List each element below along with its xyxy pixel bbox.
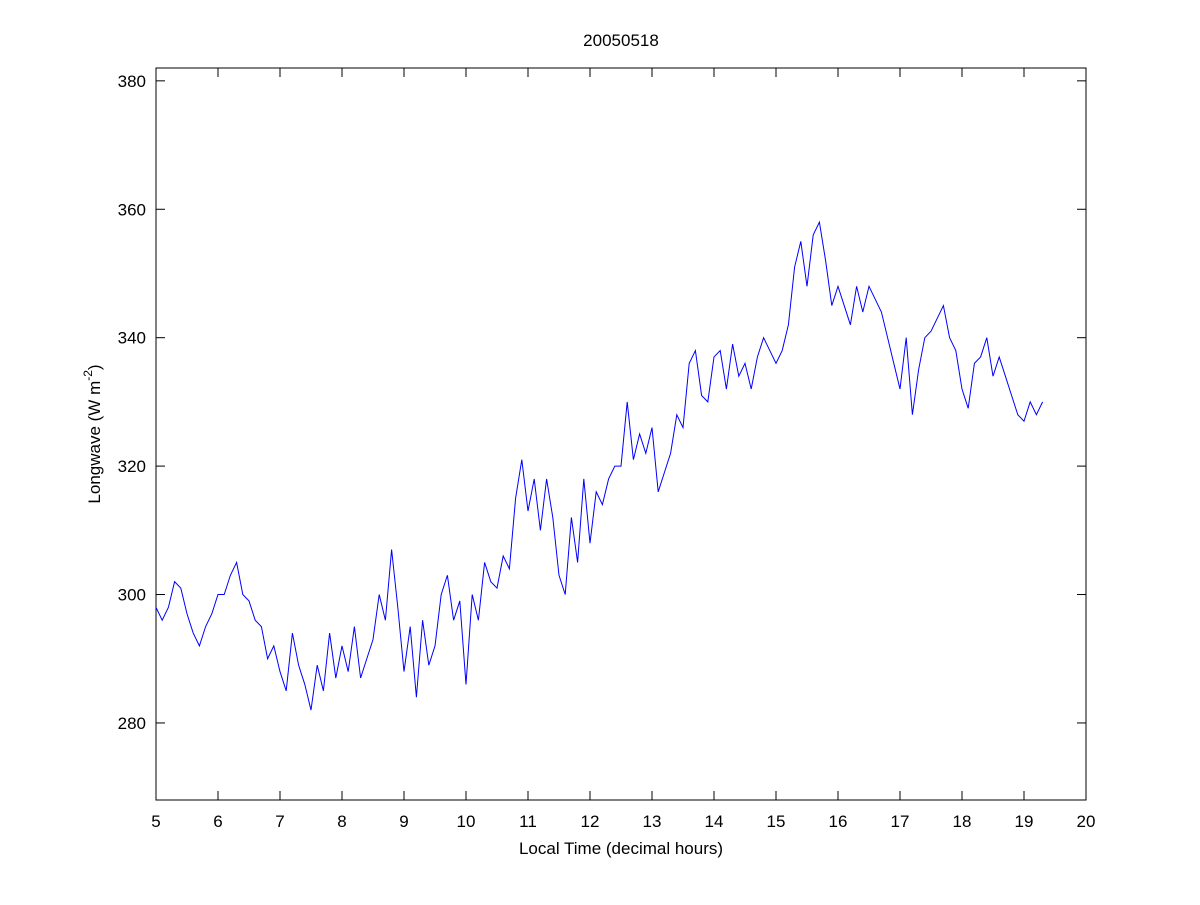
y-tick-label: 280 <box>118 714 146 733</box>
x-tick-label: 18 <box>953 812 972 831</box>
x-tick-label: 14 <box>705 812 724 831</box>
x-tick-label: 19 <box>1015 812 1034 831</box>
x-tick-label: 12 <box>581 812 600 831</box>
data-line <box>155 220 1044 711</box>
x-tick-label: 15 <box>767 812 786 831</box>
x-tick-label: 10 <box>457 812 476 831</box>
y-tick-label: 300 <box>118 586 146 605</box>
x-tick-label: 17 <box>891 812 910 831</box>
y-label-suffix: ) <box>85 364 104 370</box>
y-tick-label: 340 <box>118 329 146 348</box>
x-tick-label: 8 <box>337 812 346 831</box>
x-tick-label: 13 <box>643 812 662 831</box>
y-tick-label: 380 <box>118 72 146 91</box>
x-tick-label: 6 <box>213 812 222 831</box>
x-tick-label: 7 <box>275 812 284 831</box>
y-axis-label: Longwave (W m-2) <box>81 364 104 503</box>
y-tick-label: 320 <box>118 457 146 476</box>
x-tick-label: 11 <box>519 812 537 831</box>
x-tick-label: 16 <box>829 812 848 831</box>
plot-box <box>155 67 1087 801</box>
y-tick-label: 360 <box>118 200 146 219</box>
x-tick-label: 20 <box>1077 812 1096 831</box>
chart-title: 20050518 <box>583 31 659 50</box>
y-label-text: Longwave (W m <box>85 381 104 504</box>
y-label-superscript: -2 <box>81 370 95 381</box>
x-tick-label: 9 <box>399 812 408 831</box>
x-axis-label: Local Time (decimal hours) <box>519 839 723 858</box>
x-tick-label: 5 <box>151 812 160 831</box>
